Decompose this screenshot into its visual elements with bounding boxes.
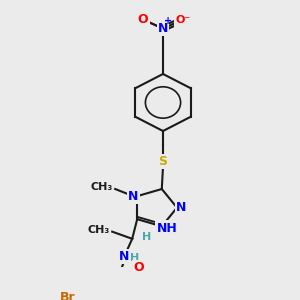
Text: CH₃: CH₃: [91, 182, 113, 192]
Text: O⁻: O⁻: [176, 16, 190, 26]
Text: N: N: [158, 22, 168, 35]
Text: Br: Br: [60, 291, 75, 300]
Text: N: N: [176, 201, 186, 214]
Text: O: O: [138, 13, 148, 26]
Text: +: +: [164, 16, 172, 26]
Text: NH: NH: [156, 222, 177, 235]
Text: CH₃: CH₃: [88, 225, 110, 235]
Text: O: O: [133, 261, 143, 274]
Text: N: N: [128, 190, 138, 202]
Text: H: H: [130, 254, 139, 263]
Text: S: S: [158, 155, 167, 168]
Text: H: H: [142, 232, 151, 242]
Text: N: N: [119, 250, 129, 263]
